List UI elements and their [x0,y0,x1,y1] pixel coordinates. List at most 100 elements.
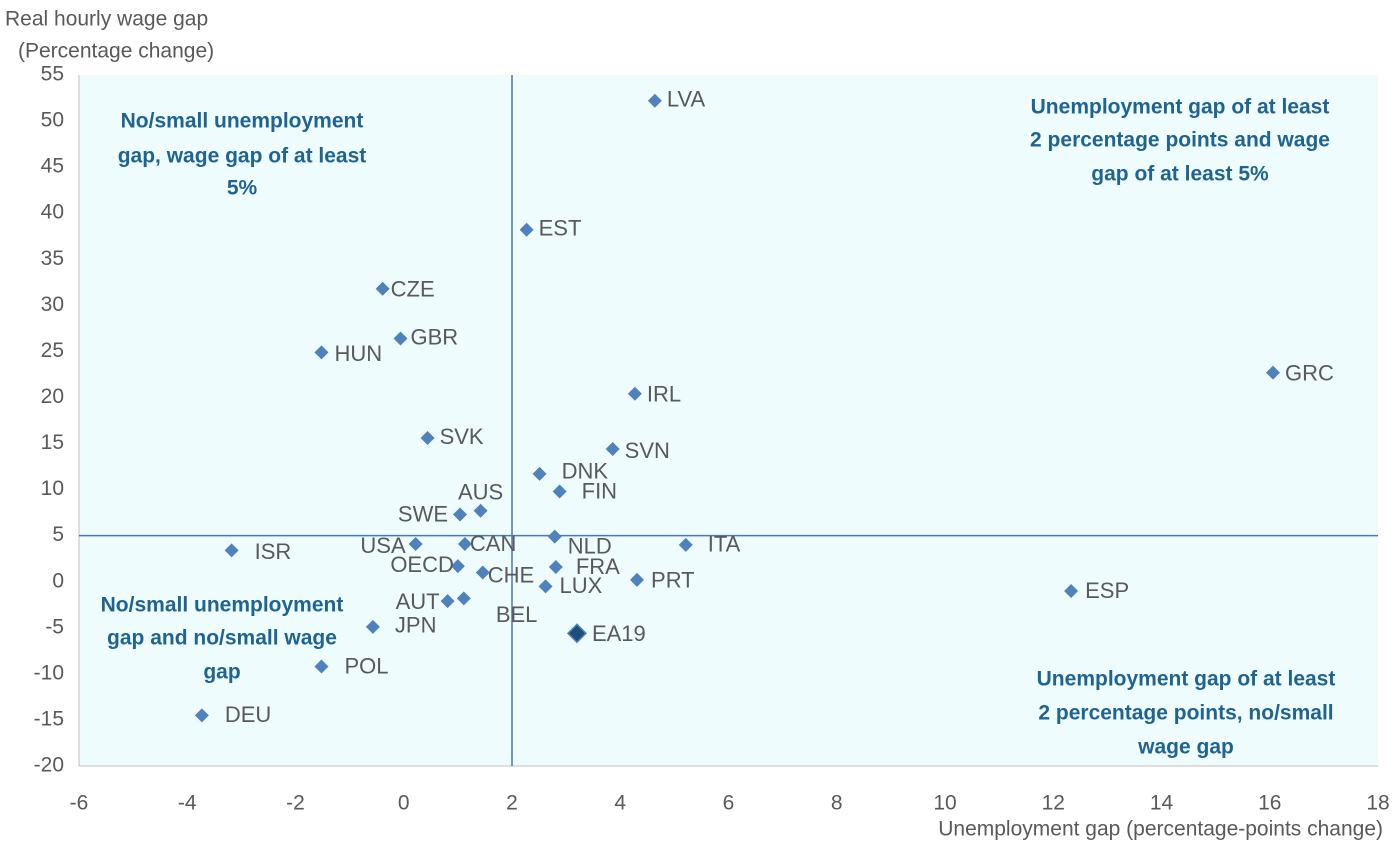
point-label: SVK [440,424,484,449]
point [453,507,468,522]
y-tick-label: 45 [41,155,64,178]
annotation: 2 percentage points and wage [1030,129,1330,152]
y-tick-label: 40 [41,201,64,224]
point [678,537,693,552]
point-label: EST [539,216,582,241]
chart-title: Real hourly wage gap [5,8,208,31]
point [314,345,329,360]
point [566,623,588,644]
y-tick-label: -15 [34,707,64,730]
y-tick-label: 50 [41,109,64,132]
point [393,331,408,346]
y-tick-label: 35 [41,247,64,270]
x-tick-label: 18 [1366,792,1389,815]
point-label: ITA [708,532,741,557]
point-label: HUN [334,341,382,366]
annotation: 2 percentage points, no/small [1038,702,1333,725]
point-label: LUX [560,573,603,598]
y-tick-label: 15 [41,431,64,454]
point [224,543,239,558]
y-tick-label: 55 [41,63,64,86]
point [519,222,534,237]
x-tick-label: -2 [286,792,305,815]
plot-area [79,75,1378,766]
point-label: NLD [568,533,612,558]
point [456,591,471,606]
point-label: BEL [496,602,538,627]
point-label: GRC [1285,360,1334,385]
point-label: SWE [398,501,448,526]
chart-subtitle: (Percentage change) [18,40,214,63]
x-tick-label: 12 [1042,792,1065,815]
point-label: LVA [667,87,706,112]
x-tick-label: 0 [398,792,410,815]
point [375,281,390,296]
y-tick-label: 10 [41,477,64,500]
x-tick-label: -6 [70,792,89,815]
point-label: ISR [255,539,292,564]
point [440,594,455,609]
point [630,572,645,587]
point [450,559,465,574]
y-tick-label: 25 [41,339,64,362]
point-label: OECD [390,552,454,577]
point-label: FIN [582,478,617,503]
y-tick-label: 30 [41,293,64,316]
point [647,93,662,108]
annotation: No/small unemployment [121,110,364,133]
point-label: PRT [651,568,695,593]
point [538,579,553,594]
y-tick-label: 0 [52,569,64,592]
point [532,466,547,481]
point-label: CAN [470,531,516,556]
point [627,386,642,401]
y-tick-label: 20 [41,385,64,408]
x-tick-label: 10 [933,792,956,815]
point [365,619,380,634]
point-label: GBR [411,324,459,349]
annotation: gap of at least 5% [1091,163,1269,186]
x-tick-label: -4 [178,792,197,815]
x-tick-label: 16 [1258,792,1281,815]
annotation: gap [203,661,240,684]
point [547,529,562,544]
point-label: AUT [396,589,440,614]
point [475,565,490,580]
x-tick-label: 14 [1150,792,1174,815]
annotation: Unemployment gap of at least [1031,96,1330,119]
point-label: AUS [458,480,503,505]
point-label: CHE [488,562,534,587]
point-label: FRA [576,554,620,579]
annotation: gap and no/small wage [107,627,337,650]
point [457,536,472,551]
point-label: POL [344,653,388,678]
y-tick-label: -20 [34,754,64,777]
point [1064,583,1079,598]
y-tick-label: -5 [45,615,64,638]
point [420,431,435,446]
point-label: DNK [562,459,609,484]
point-label: ESP [1085,578,1129,603]
annotation: gap, wage gap of at least [118,145,367,168]
annotation: No/small unemployment [101,594,344,617]
point-label: SVN [625,438,670,463]
annotation: 5% [227,177,258,200]
x-tick-label: 8 [831,792,843,815]
point [605,442,620,457]
y-tick-label: -10 [34,661,64,684]
point [314,659,329,674]
y-tick-label: 5 [52,523,64,546]
x-axis-label: Unemployment gap (percentage-points chan… [938,818,1383,841]
point [1265,365,1280,380]
annotation: wage gap [1137,736,1234,759]
point-label: USA [360,533,406,558]
x-tick-label: 6 [723,792,735,815]
point [194,708,209,723]
x-tick-label: 4 [614,792,626,815]
x-tick-label: 2 [506,792,518,815]
point [548,559,563,574]
point-label: JPN [395,613,437,638]
point [552,484,567,499]
point [473,503,488,518]
